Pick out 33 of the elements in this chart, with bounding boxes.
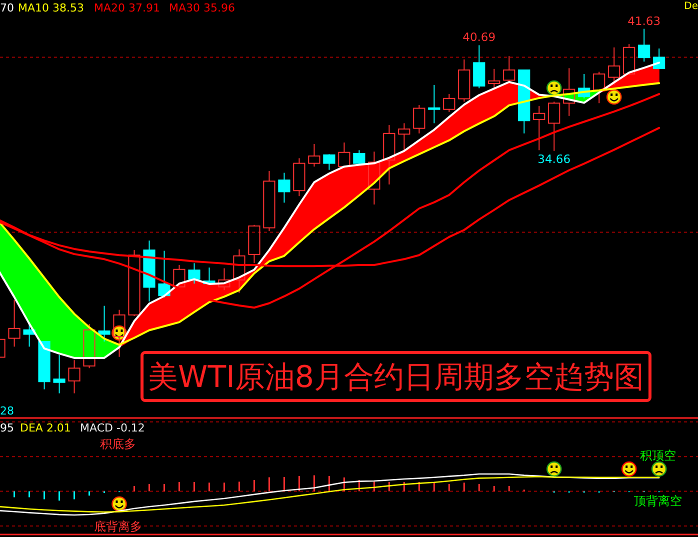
text: DEA 2.01 bbox=[20, 422, 71, 434]
text: MA10 38.53 bbox=[18, 2, 84, 14]
candlestick bbox=[563, 68, 576, 116]
candlestick bbox=[38, 341, 50, 390]
text: MA20 37.91 bbox=[94, 2, 160, 14]
text: MA30 35.96 bbox=[169, 2, 235, 14]
text: 95 bbox=[0, 422, 14, 434]
text: De bbox=[684, 1, 698, 12]
text: 底背离多 bbox=[94, 520, 142, 534]
candlestick bbox=[653, 48, 666, 70]
candlestick bbox=[398, 122, 410, 152]
candlestick bbox=[278, 172, 290, 204]
candlestick bbox=[413, 104, 426, 134]
annotation: 40.69 bbox=[462, 30, 496, 44]
text: 积顶空 bbox=[640, 448, 676, 462]
annotation: 34.66 bbox=[538, 152, 571, 166]
candlestick bbox=[518, 69, 530, 134]
text: MACD -0.12 bbox=[80, 422, 145, 434]
candlestick bbox=[53, 354, 66, 394]
title: 美WTI原油8月合约日周期多空趋势图 bbox=[140, 351, 652, 402]
text: 28 bbox=[0, 404, 14, 418]
candlestick bbox=[68, 360, 80, 394]
annotation: 顶背离空 bbox=[634, 494, 682, 508]
candlestick bbox=[428, 84, 440, 124]
text: 积底多 bbox=[100, 437, 136, 451]
candlestick bbox=[368, 151, 380, 205]
candlestick bbox=[383, 124, 396, 185]
candlestick bbox=[233, 248, 246, 294]
annotation: 41.63 bbox=[628, 14, 661, 28]
candlestick bbox=[113, 309, 126, 358]
text: 70 bbox=[0, 2, 14, 14]
candlestick bbox=[293, 158, 306, 197]
candlestick bbox=[533, 106, 546, 151]
